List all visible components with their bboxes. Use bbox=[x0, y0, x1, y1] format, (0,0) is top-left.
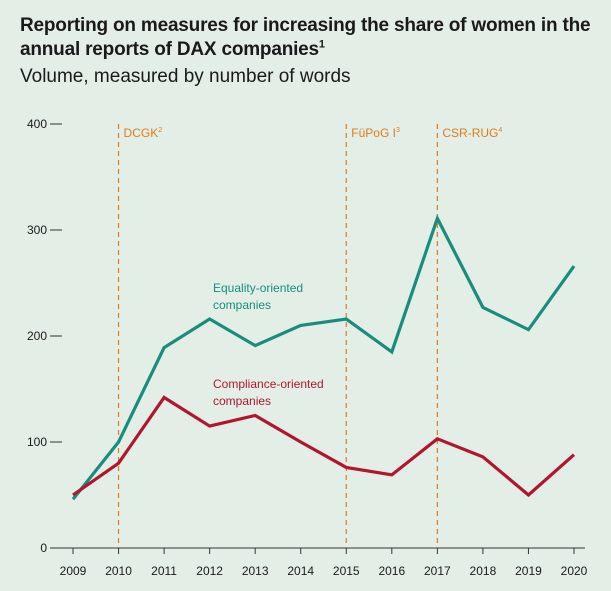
compliance-series-line bbox=[72, 395, 576, 498]
x-tick-label: 2012 bbox=[196, 564, 223, 578]
x-tick-label: 2015 bbox=[333, 564, 360, 578]
y-tick-label: 100 bbox=[27, 435, 47, 449]
event-label: CSR-RUG4 bbox=[442, 126, 502, 140]
x-tick-label: 2020 bbox=[561, 564, 588, 578]
y-tick-label: 300 bbox=[27, 223, 47, 237]
event-label: DCGK2 bbox=[124, 126, 163, 140]
x-tick-label: 2019 bbox=[515, 564, 542, 578]
x-tick-label: 2010 bbox=[105, 564, 132, 578]
chart-title: Reporting on measures for increasing the… bbox=[20, 14, 605, 62]
chart-subtitle: Volume, measured by number of words bbox=[20, 66, 351, 87]
x-tick-label: 2017 bbox=[424, 564, 451, 578]
x-tick-label: 2016 bbox=[378, 564, 405, 578]
event-label: FüPoG I3 bbox=[351, 126, 400, 140]
x-tick-label: 2013 bbox=[242, 564, 269, 578]
x-tick-label: 2018 bbox=[470, 564, 497, 578]
y-tick-label: 0 bbox=[40, 541, 47, 555]
x-tick-label: 2009 bbox=[60, 564, 87, 578]
compliance-series-label: Compliance-oriented companies bbox=[213, 377, 324, 408]
equality-series-line bbox=[71, 214, 576, 501]
y-tick-label: 400 bbox=[27, 117, 47, 131]
title-footnote-marker: 1 bbox=[318, 38, 325, 51]
x-tick-label: 2014 bbox=[287, 564, 314, 578]
equality-series-label: Equality-oriented companies bbox=[213, 281, 303, 312]
y-tick-label: 200 bbox=[27, 329, 47, 343]
chart-title-text: Reporting on measures for increasing the… bbox=[20, 15, 591, 60]
x-tick-label: 2011 bbox=[151, 564, 177, 578]
